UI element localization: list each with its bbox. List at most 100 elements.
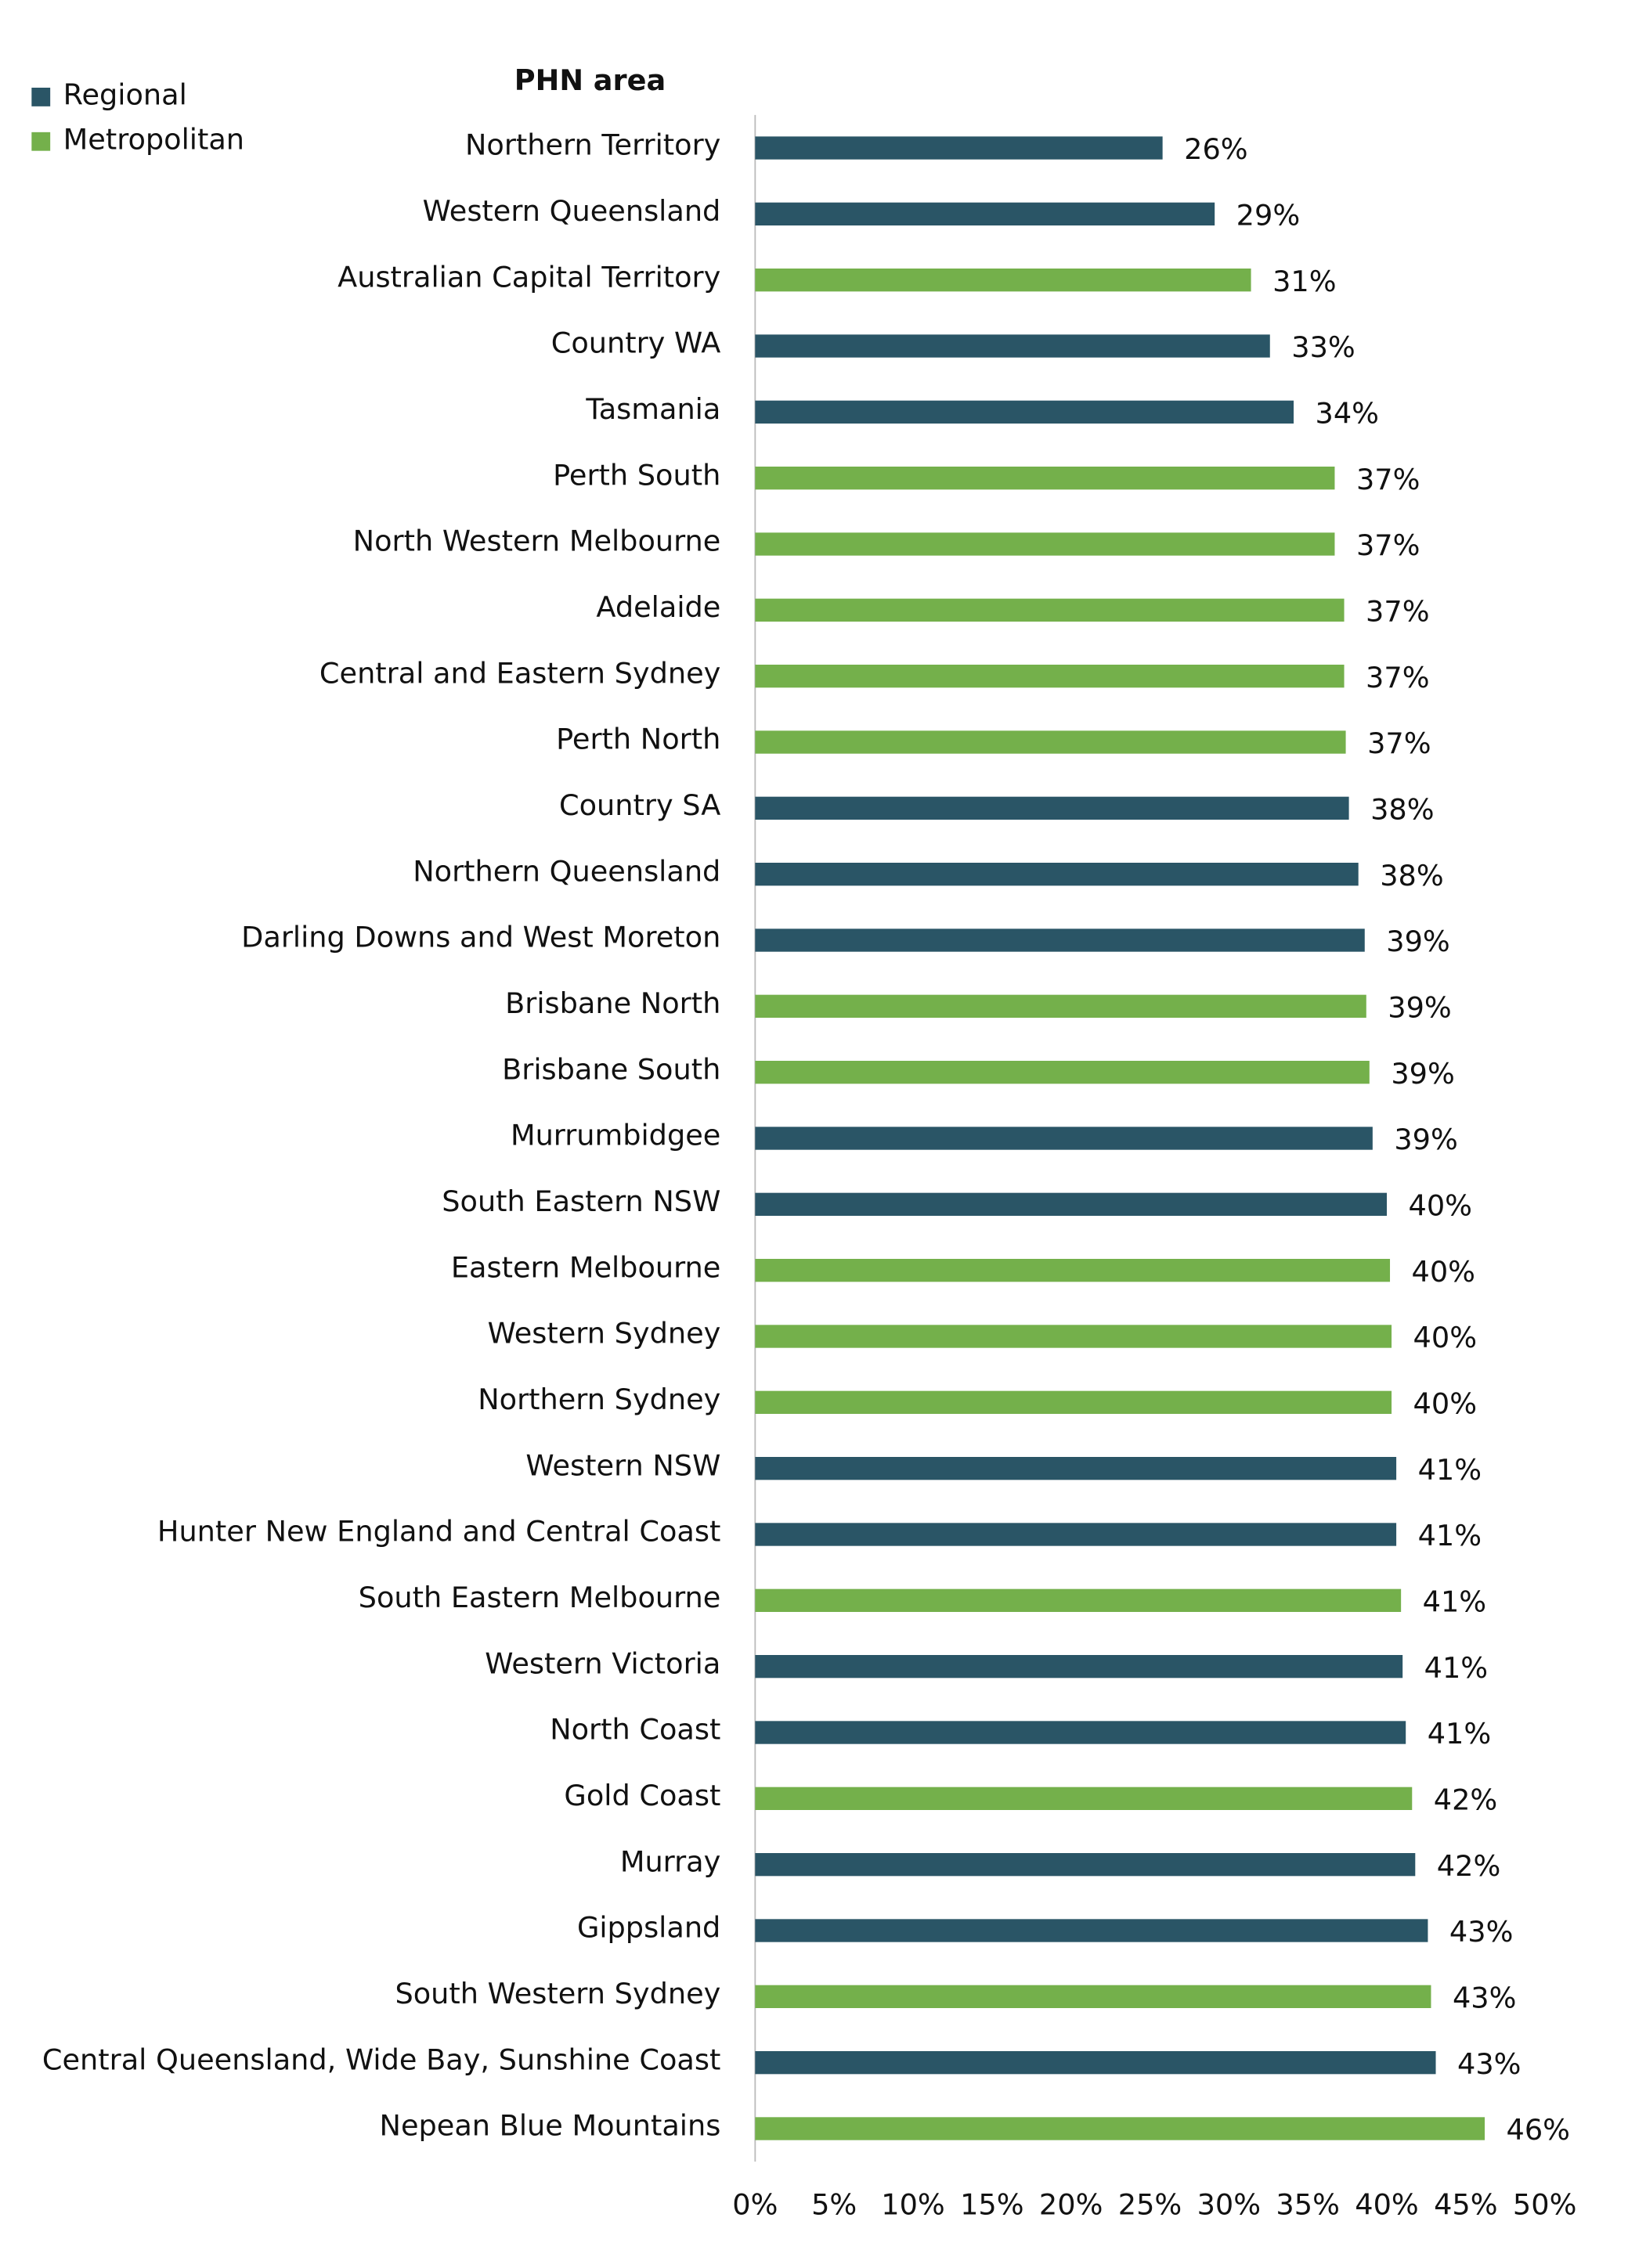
value-label: 41%	[1428, 1717, 1491, 1751]
value-label: 37%	[1366, 595, 1429, 629]
bar	[755, 2051, 1436, 2075]
value-label: 40%	[1413, 1321, 1477, 1354]
value-label: 42%	[1437, 1849, 1500, 1883]
bar	[755, 730, 1346, 754]
bar	[755, 994, 1366, 1018]
y-tick-label: Gippsland	[577, 1911, 720, 1945]
y-tick-label: Australian Capital Territory	[338, 260, 720, 294]
y-tick-label: Northern Sydney	[478, 1383, 720, 1416]
bar	[755, 2117, 1485, 2140]
y-tick-label: Northern Territory	[465, 128, 720, 162]
value-label: 37%	[1367, 727, 1431, 760]
value-label: 37%	[1366, 661, 1429, 694]
y-tick-label: Gold Coast	[564, 1779, 720, 1812]
value-label: 39%	[1391, 1057, 1454, 1091]
value-label: 43%	[1457, 2047, 1521, 2081]
x-tick-label: 25%	[1118, 2188, 1182, 2222]
y-tick-label: Adelaide	[596, 590, 720, 624]
x-tick-label: 50%	[1513, 2188, 1576, 2222]
value-label: 38%	[1380, 859, 1443, 892]
y-tick-label: South Eastern Melbourne	[359, 1581, 721, 1614]
y-tick-label: Hunter New England and Central Coast	[157, 1515, 720, 1549]
y-tick-label: Country SA	[559, 788, 720, 822]
value-label: 46%	[1507, 2113, 1570, 2147]
y-tick-label: North Western Melbourne	[353, 525, 721, 558]
bar	[755, 400, 1294, 424]
value-label: 40%	[1409, 1189, 1472, 1223]
bar	[755, 1457, 1397, 1480]
y-tick-label: Perth South	[553, 458, 720, 492]
value-label: 43%	[1453, 1981, 1516, 2015]
value-label: 41%	[1423, 1585, 1486, 1619]
y-tick-label: Nepean Blue Mountains	[380, 2109, 721, 2143]
value-label: 42%	[1434, 1783, 1497, 1817]
legend-label: Metropolitan	[63, 122, 244, 156]
bar	[755, 1259, 1391, 1282]
bar	[755, 928, 1365, 952]
bar	[755, 1127, 1373, 1150]
bar	[755, 1655, 1403, 1678]
x-tick-label: 35%	[1276, 2188, 1339, 2222]
y-tick-label: Tasmania	[585, 392, 720, 426]
x-tick-label: 20%	[1039, 2188, 1103, 2222]
y-tick-label: Western Sydney	[488, 1317, 721, 1350]
bar	[755, 1390, 1392, 1414]
y-tick-label: Central and Eastern Sydney	[319, 656, 720, 690]
value-label: 37%	[1356, 528, 1420, 562]
x-tick-label: 15%	[960, 2188, 1023, 2222]
value-label: 40%	[1413, 1387, 1477, 1421]
bar	[755, 1325, 1392, 1348]
bar	[755, 598, 1345, 622]
x-tick-label: 0%	[732, 2188, 778, 2222]
bar	[755, 1523, 1397, 1546]
value-label: 26%	[1184, 132, 1247, 166]
legend-swatch	[31, 88, 51, 106]
bar	[755, 1787, 1413, 1810]
bar	[755, 467, 1335, 490]
x-tick-label: 45%	[1434, 2188, 1497, 2222]
y-tick-label: Brisbane South	[502, 1052, 720, 1086]
bar	[755, 1853, 1416, 1877]
y-tick-label: Western Victoria	[485, 1646, 720, 1680]
value-label: 40%	[1412, 1255, 1475, 1289]
y-tick-label: Central Queensland, Wide Bay, Sunshine C…	[42, 2043, 720, 2076]
bar	[755, 1588, 1402, 1612]
y-tick-label: Murrumbidgee	[511, 1119, 720, 1152]
y-tick-label: North Coast	[550, 1713, 720, 1747]
bar	[755, 1192, 1387, 1216]
y-tick-label: Murray	[620, 1844, 721, 1878]
y-tick-label: Western Queensland	[423, 194, 721, 228]
value-label: 37%	[1356, 463, 1420, 496]
value-label: 31%	[1272, 265, 1336, 298]
value-label: 43%	[1449, 1915, 1513, 1949]
bar	[755, 1061, 1370, 1084]
value-label: 41%	[1418, 1519, 1482, 1552]
legend-swatch	[31, 132, 51, 151]
value-label: 29%	[1236, 199, 1300, 233]
y-tick-label: South Western Sydney	[395, 1977, 720, 2010]
x-tick-label: 10%	[881, 2188, 944, 2222]
bar	[755, 1721, 1406, 1744]
value-label: 38%	[1370, 793, 1434, 827]
y-tick-label: Eastern Melbourne	[451, 1250, 720, 1284]
bar	[755, 202, 1215, 225]
y-tick-label: South Eastern NSW	[442, 1184, 720, 1218]
value-label: 41%	[1424, 1651, 1488, 1685]
bar	[755, 334, 1270, 358]
y-tick-label: Northern Queensland	[413, 854, 720, 888]
y-tick-label: Perth North	[556, 723, 720, 756]
bar	[755, 665, 1345, 688]
value-label: 34%	[1316, 397, 1379, 431]
bar	[755, 1985, 1431, 2008]
legend-label: Regional	[63, 78, 187, 112]
bar	[755, 796, 1349, 820]
x-tick-label: 40%	[1355, 2188, 1418, 2222]
bar	[755, 532, 1335, 556]
x-tick-label: 5%	[811, 2188, 857, 2222]
y-tick-label: Brisbane North	[505, 986, 720, 1020]
x-tick-label: 30%	[1197, 2188, 1261, 2222]
value-label: 39%	[1386, 925, 1449, 958]
y-tick-label: Country WA	[551, 326, 721, 360]
